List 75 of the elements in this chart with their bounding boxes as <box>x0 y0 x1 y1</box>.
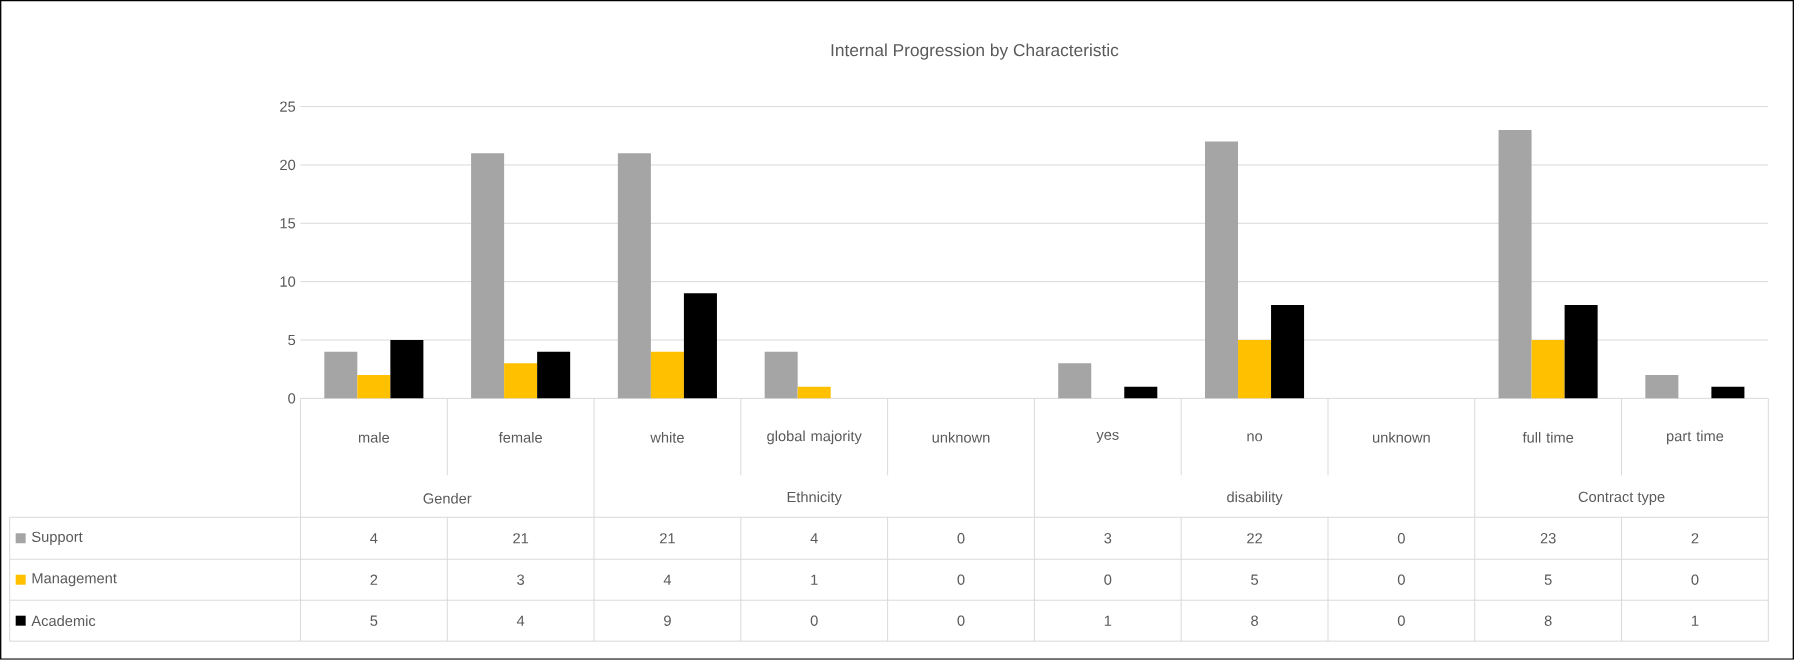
y-tick-label: 25 <box>280 101 296 112</box>
data-label: 5 <box>370 615 378 626</box>
bar <box>1711 386 1745 399</box>
x-tick-label: unknown <box>932 432 990 443</box>
bar <box>1271 305 1305 399</box>
bar <box>471 153 505 399</box>
x-tick-label: male <box>358 432 390 443</box>
data-label: 0 <box>957 533 965 544</box>
bar <box>1645 375 1679 399</box>
bar <box>537 351 571 399</box>
chart-title: Internal Progression by Characteristic <box>831 43 1119 60</box>
bar <box>617 153 651 399</box>
bar <box>1498 130 1532 399</box>
data-label: 0 <box>810 615 818 626</box>
bar <box>1564 305 1598 399</box>
data-label: 1 <box>1104 615 1112 626</box>
bar <box>1058 363 1092 399</box>
data-label: 21 <box>660 533 675 544</box>
bar <box>797 386 831 399</box>
data-label: 3 <box>517 574 525 585</box>
bar <box>324 351 358 399</box>
data-label: 1 <box>1691 615 1699 626</box>
x-tick-label: white <box>650 432 684 443</box>
data-label: 0 <box>957 574 965 585</box>
legend-label: Academic <box>31 615 96 627</box>
data-label: 0 <box>1397 615 1405 626</box>
data-label: 2 <box>1691 533 1699 544</box>
data-label: 4 <box>810 533 818 544</box>
data-label: 8 <box>1544 615 1552 626</box>
x-tick-label: no <box>1247 433 1263 442</box>
data-label: 9 <box>664 615 671 626</box>
x-tick-label: yes <box>1096 431 1119 443</box>
text: Ethnicity <box>787 491 842 506</box>
data-label: 8 <box>1251 615 1259 626</box>
data-label: 21 <box>513 533 529 544</box>
bar <box>1238 340 1272 399</box>
x-tick-label: full time <box>1522 432 1574 443</box>
bar <box>357 375 391 399</box>
text: Contract type <box>1578 491 1665 505</box>
text: disability <box>1227 491 1283 506</box>
data-label: 22 <box>1247 533 1263 544</box>
y-tick-label: 15 <box>280 218 296 229</box>
data-label: 3 <box>1104 533 1112 544</box>
data-label: 1 <box>811 574 818 585</box>
legend-label: Support <box>32 531 83 545</box>
data-label: 5 <box>1251 574 1259 585</box>
x-tick-label: part time <box>1666 430 1724 445</box>
data-label: 0 <box>957 615 965 626</box>
x-tick-label: global majority <box>767 430 862 445</box>
data-label: 23 <box>1540 533 1556 544</box>
data-label: 0 <box>1691 574 1699 585</box>
bar <box>1205 141 1239 399</box>
y-tick-label: 10 <box>280 276 296 287</box>
y-tick-label: 5 <box>288 334 296 346</box>
bar <box>390 340 424 399</box>
data-label: 4 <box>663 574 672 585</box>
data-label: 0 <box>1397 533 1405 544</box>
data-label: 4 <box>370 533 378 544</box>
bar <box>504 363 538 399</box>
x-tick-label: unknown <box>1373 432 1430 443</box>
bar <box>683 293 717 399</box>
bar <box>650 351 684 399</box>
legend-label: Management <box>32 573 117 587</box>
data-label: 5 <box>1544 574 1552 585</box>
data-label: 2 <box>370 574 378 585</box>
bar <box>1531 340 1565 399</box>
text: Gender <box>423 492 472 504</box>
data-label: 0 <box>1104 574 1112 585</box>
bar <box>764 351 798 399</box>
y-tick-label: 20 <box>280 159 296 171</box>
bar <box>1124 386 1158 399</box>
x-tick-label: female <box>498 432 542 443</box>
data-label: 0 <box>1397 574 1405 585</box>
data-label: 4 <box>516 615 525 626</box>
y-tick-label: 0 <box>288 393 296 404</box>
